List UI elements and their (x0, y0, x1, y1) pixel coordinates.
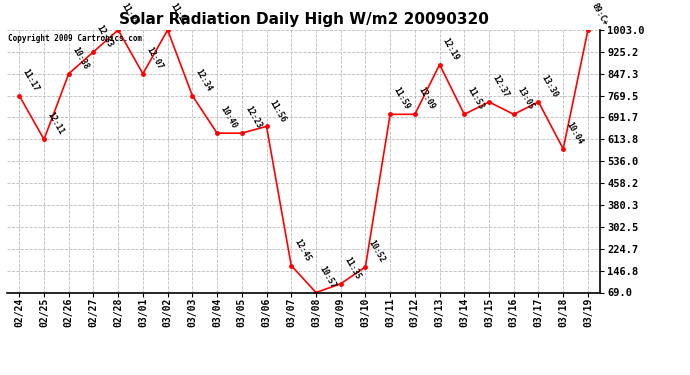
Text: 10:40: 10:40 (219, 105, 239, 130)
Text: 12:45: 12:45 (293, 237, 313, 263)
Text: 12:33: 12:33 (95, 24, 115, 49)
Text: 10:52: 10:52 (367, 238, 387, 264)
Text: 11:35: 11:35 (342, 255, 362, 281)
Text: 12:07: 12:07 (144, 45, 164, 71)
Text: 12:23: 12:23 (243, 105, 263, 130)
Title: Solar Radiation Daily High W/m2 20090320: Solar Radiation Daily High W/m2 20090320 (119, 12, 489, 27)
Text: 11:53: 11:53 (466, 86, 486, 111)
Text: 10:38: 10:38 (70, 45, 90, 71)
Text: 11:25: 11:25 (119, 2, 139, 27)
Text: 12:19: 12:19 (441, 36, 461, 62)
Text: 12:34: 12:34 (194, 67, 214, 93)
Text: 13:05: 13:05 (515, 86, 535, 111)
Text: 10:57: 10:57 (317, 264, 337, 290)
Text: 12:11: 12:11 (46, 111, 66, 136)
Text: Copyright 2009 Cartronics.com: Copyright 2009 Cartronics.com (8, 34, 142, 43)
Text: 11:17: 11:17 (21, 67, 41, 93)
Text: 11:56: 11:56 (268, 98, 288, 124)
Text: 11:59: 11:59 (391, 86, 411, 111)
Text: 89:C+: 89:C+ (589, 2, 609, 27)
Text: 10:04: 10:04 (564, 120, 584, 146)
Text: 12:37: 12:37 (491, 74, 511, 99)
Text: 13:30: 13:30 (540, 74, 560, 99)
Text: 12:09: 12:09 (416, 86, 436, 111)
Text: 11:22: 11:22 (169, 2, 189, 27)
